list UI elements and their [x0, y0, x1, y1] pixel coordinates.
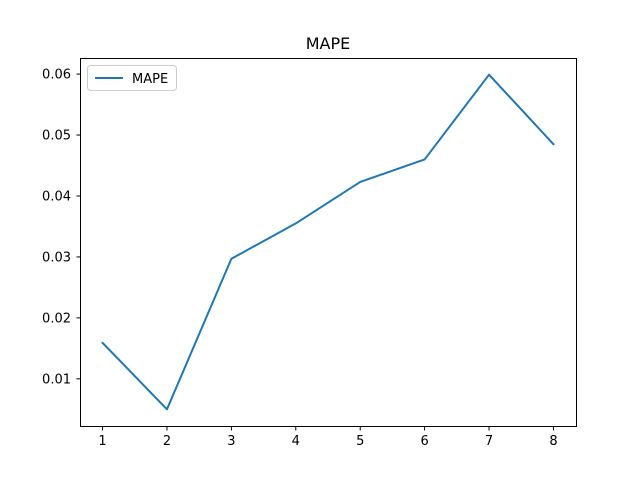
x-tick-label: 7: [485, 434, 493, 449]
legend-label: MAPE: [132, 72, 168, 87]
legend: MAPE: [87, 65, 177, 91]
y-tick-label: 0.03: [42, 250, 71, 265]
x-tick-label: 8: [549, 434, 557, 449]
axes-frame: [80, 58, 577, 427]
x-tick-label: 1: [98, 434, 106, 449]
x-tick-label: 4: [292, 434, 300, 449]
y-tick-label: 0.01: [42, 372, 71, 387]
x-tick-label: 5: [356, 434, 364, 449]
plot-area: [101, 73, 555, 411]
chart-title: MAPE: [306, 34, 351, 53]
x-tick-label: 2: [163, 434, 171, 449]
x-tick-label: 6: [420, 434, 428, 449]
y-tick-label: 0.02: [42, 311, 71, 326]
x-axis: 1 2 3 4 5 6 7 8: [98, 426, 558, 449]
y-tick-label: 0.06: [42, 68, 71, 83]
y-tick-label: 0.04: [42, 189, 71, 204]
y-axis: 0.01 0.02 0.03 0.04 0.05 0.06: [42, 68, 81, 387]
legend-box: [87, 65, 177, 91]
series-line-mape: [101, 73, 555, 411]
x-tick-label: 3: [227, 434, 235, 449]
y-tick-label: 0.05: [42, 129, 71, 144]
